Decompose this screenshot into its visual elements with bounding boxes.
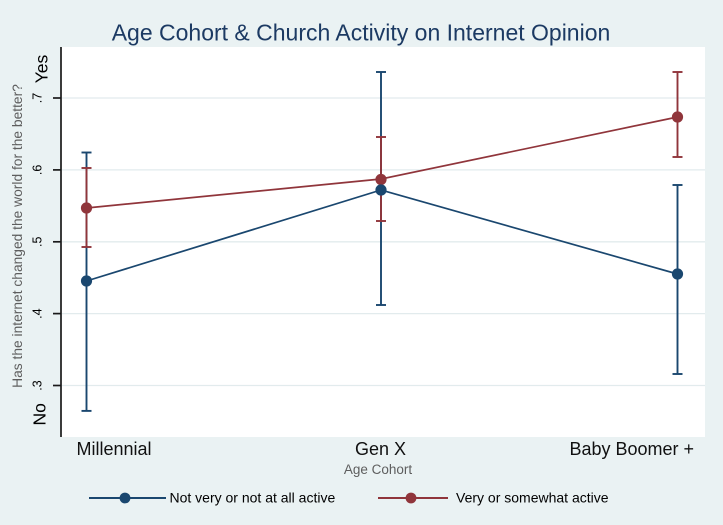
- svg-text:.5: .5: [31, 237, 45, 247]
- svg-text:Very or somewhat active: Very or somewhat active: [456, 490, 609, 506]
- svg-text:Baby Boomer +: Baby Boomer +: [570, 439, 695, 459]
- svg-text:.3: .3: [31, 380, 45, 390]
- svg-text:Has the internet changed the w: Has the internet changed the world for t…: [10, 84, 25, 388]
- svg-text:No: No: [30, 403, 50, 425]
- svg-text:Millennial: Millennial: [76, 439, 151, 459]
- svg-text:Not very or not at all active: Not very or not at all active: [170, 490, 336, 506]
- svg-text:Yes: Yes: [32, 54, 52, 83]
- svg-text:Age Cohort & Church Activity o: Age Cohort & Church Activity on Internet…: [112, 20, 611, 46]
- svg-text:Gen X: Gen X: [355, 439, 406, 459]
- svg-text:.6: .6: [31, 165, 45, 175]
- svg-text:Age Cohort: Age Cohort: [344, 462, 413, 477]
- svg-text:.7: .7: [31, 93, 45, 103]
- svg-text:.4: .4: [31, 308, 45, 318]
